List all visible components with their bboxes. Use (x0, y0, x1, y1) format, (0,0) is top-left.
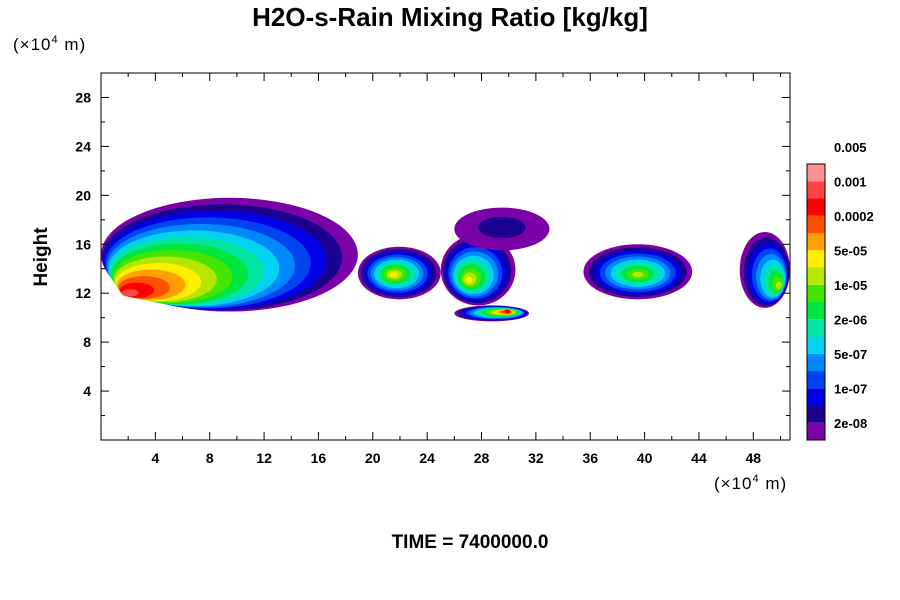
colorbar-label: 2e-08 (834, 416, 867, 431)
colorbar-swatch (807, 371, 825, 389)
colorbar-swatch (807, 267, 825, 285)
colorbar-swatch (807, 250, 825, 268)
colorbar-swatch (807, 164, 825, 182)
y-unit-label: (×104 m) (13, 34, 87, 54)
colorbar-label: 5e-07 (834, 347, 867, 362)
y-tick-label: 8 (83, 334, 91, 350)
field-level-10 (389, 272, 398, 278)
x-tick-label: 48 (746, 450, 762, 466)
field-region-6 (454, 305, 530, 322)
x-tick-label: 8 (206, 450, 214, 466)
field-region-1 (357, 246, 441, 300)
x-tick-label: 36 (582, 450, 598, 466)
colorbar-swatch (807, 181, 825, 199)
colorbar-swatch (807, 353, 825, 371)
y-tick-label: 16 (75, 236, 91, 252)
colorbar-swatch (807, 233, 825, 251)
field-level-10 (465, 276, 473, 284)
field-level-9 (632, 271, 644, 278)
x-tick-label: 44 (691, 450, 707, 466)
field-level-9 (775, 281, 782, 290)
colorbar-label: 0.005 (834, 140, 867, 155)
y-tick-label: 4 (83, 383, 91, 399)
time-caption: TIME = 7400000.0 (391, 532, 549, 553)
x-tick-label: 16 (311, 450, 327, 466)
plot-frame (100, 72, 791, 441)
colorbar-swatch (807, 319, 825, 337)
field-region-4 (583, 244, 693, 300)
colorbar-swatch (807, 302, 825, 320)
y-tick-label: 24 (75, 138, 91, 154)
field-level-14 (121, 289, 139, 297)
colorbar-border (806, 163, 826, 441)
y-tick-label: 28 (75, 89, 91, 105)
field-region-3 (454, 207, 550, 251)
mixing-ratio-field (101, 197, 790, 322)
x-tick-label: 12 (256, 450, 272, 466)
x-tick-label: 28 (474, 450, 490, 466)
y-axis-label: Height (31, 227, 52, 287)
colorbar-label: 0.001 (834, 174, 867, 189)
field-level-1 (478, 216, 526, 239)
colorbar-label: 2e-06 (834, 312, 867, 327)
colorbar-label: 1e-07 (834, 381, 867, 396)
colorbar-swatch (807, 215, 825, 233)
x-unit-label: (×104 m) (714, 473, 788, 493)
colorbar-swatch (807, 284, 825, 302)
colorbar-label: 1e-05 (834, 278, 867, 293)
x-tick-label: 4 (151, 450, 159, 466)
chart-title: H2O-s-Rain Mixing Ratio [kg/kg] (252, 2, 648, 32)
colorbar-swatch (807, 422, 825, 440)
x-tick-label: 40 (637, 450, 653, 466)
field-level-13 (504, 309, 511, 314)
colorbar: 2e-08 1e-07 5e-07 2e-06 1e-05 5e-05 0.0002 0.00… (806, 140, 874, 441)
x-tick-label: 32 (528, 450, 544, 466)
x-tick-label: 24 (419, 450, 435, 466)
colorbar-swatch (807, 198, 825, 216)
colorbar-label: 0.0002 (834, 209, 874, 224)
colorbar-swatch (807, 388, 825, 406)
x-tick-label: 20 (365, 450, 381, 466)
colorbar-swatch (807, 336, 825, 354)
field-region-0 (101, 197, 358, 312)
colorbar-swatch (807, 405, 825, 423)
y-tick-label: 20 (75, 187, 91, 203)
colorbar-label: 5e-05 (834, 243, 867, 258)
y-tick-label: 12 (75, 285, 91, 301)
field-region-2 (440, 234, 516, 306)
field-region-5 (739, 232, 790, 308)
